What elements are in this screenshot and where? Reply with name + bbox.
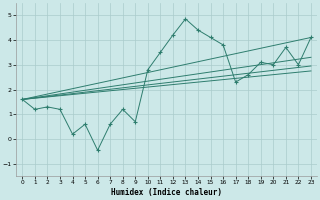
X-axis label: Humidex (Indice chaleur): Humidex (Indice chaleur) — [111, 188, 222, 197]
